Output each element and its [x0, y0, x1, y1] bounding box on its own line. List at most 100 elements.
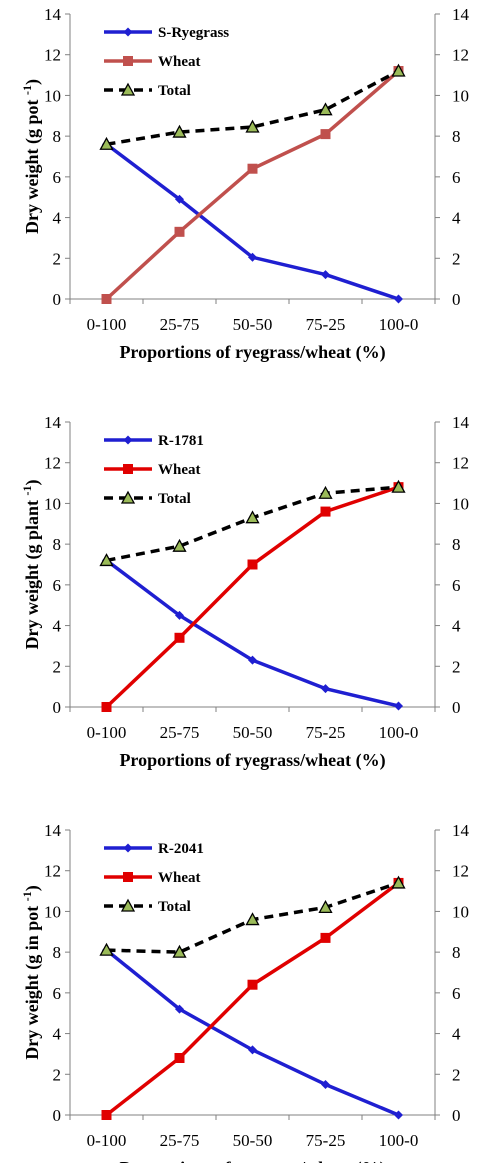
chart3-y-tick-label-left: 2 — [53, 1065, 62, 1084]
chart2-y-tick-label-left: 2 — [53, 657, 62, 676]
chart2-x-tick-label: 75-25 — [306, 723, 346, 742]
chart3-legend-marker — [123, 843, 133, 853]
chart-panel-2: 0 0 2 2 4 4 6 6 8 8 10 10 12 12 14 14 0-100 25-75 50-50 75-… — [20, 413, 470, 771]
chart3-legend-marker — [123, 872, 133, 882]
chart1-legend-marker — [123, 56, 133, 66]
chart1-data-point — [391, 63, 406, 77]
chart1-data-point — [321, 270, 330, 280]
chart3-y-tick-label-left: 12 — [44, 862, 61, 881]
chart2-data-point — [391, 479, 406, 493]
chart2-y-tick-label-left: 10 — [44, 494, 61, 513]
chart1-legend-label: Wheat — [158, 54, 201, 70]
chart2-data-point — [245, 510, 260, 524]
chart2-data-point — [175, 610, 184, 620]
chart1-y-tick-label-right: 12 — [452, 46, 469, 65]
chart2-data-point — [321, 684, 330, 694]
chart3-y-tick-label-left: 4 — [53, 1025, 62, 1044]
chart3-x-tick-label: 0-100 — [87, 1131, 127, 1150]
chart2-x-tick-label: 0-100 — [87, 723, 127, 742]
chart2-data-point — [172, 538, 187, 552]
chart2-y-tick-label-left: 12 — [44, 454, 61, 473]
chart1-y-tick-label-right: 2 — [452, 249, 461, 268]
chart2-y-tick-label-right: 12 — [452, 454, 469, 473]
chart1-data-point — [99, 136, 114, 150]
chart2-data-point — [248, 655, 257, 665]
chart1-legend: S-Ryegrass Wheat Total — [104, 25, 229, 99]
chart1-y-tick-label-right: 8 — [452, 127, 461, 146]
chart1-y-tick-label-left: 0 — [53, 290, 62, 309]
chart2-x-tick-label: 50-50 — [233, 723, 273, 742]
chart1-data-point — [394, 294, 403, 304]
chart3-data-point — [320, 932, 331, 943]
chart1-data-point — [320, 129, 331, 140]
chart3-y-tick-label-right: 6 — [452, 984, 461, 1003]
chart3-y-tick-label-left: 14 — [44, 821, 62, 840]
chart2-series-total — [99, 479, 406, 567]
chart1-y-tick-label-right: 6 — [452, 168, 461, 187]
chart2-y-tick-label-right: 10 — [452, 494, 469, 513]
chart3-y-tick-label-right: 14 — [452, 821, 470, 840]
chart1-data-point — [247, 163, 258, 174]
chart3-data-point — [99, 942, 114, 956]
chart2-y-tick-label-left: 4 — [53, 617, 62, 636]
chart3-data-point — [247, 979, 258, 990]
chart2-data-point — [247, 559, 258, 570]
chart3-y-tick-label-right: 2 — [452, 1065, 461, 1084]
chart1-data-point — [318, 102, 333, 116]
chart2-y-tick-label-left: 6 — [53, 576, 62, 595]
chart3-data-point — [174, 1053, 185, 1063]
chart2-legend-label: Wheat — [158, 462, 201, 478]
chart2-x-tick-label: 100-0 — [379, 723, 419, 742]
chart2-y-tick-label-right: 6 — [452, 576, 461, 595]
chart3-x-tick-label: 50-50 — [233, 1131, 273, 1150]
chart1-x-tick-label: 0-100 — [87, 315, 127, 334]
chart1-legend-marker — [120, 82, 136, 96]
chart1-y-tick-label-left: 12 — [44, 46, 61, 65]
chart2-legend: R-1781 Wheat Total — [104, 433, 204, 507]
chart2-x-axis-title: Proportions of ryegrass/wheat (%) — [119, 750, 385, 771]
chart1-y-tick-label-right: 4 — [452, 209, 461, 228]
chart1-x-axis-title: Proportions of ryegrass/wheat (%) — [119, 342, 385, 363]
chart1-y-tick-label-left: 8 — [53, 127, 62, 146]
chart1-legend-label: S-Ryegrass — [158, 25, 229, 41]
chart2-y-axis-title: Dry weight (g plant -1) — [20, 480, 43, 650]
chart3-data-point — [101, 1110, 112, 1120]
chart1-y-axis-title: Dry weight (g pot -1) — [20, 79, 43, 234]
chart2-data-point — [320, 506, 331, 517]
chart3-data-point — [175, 1004, 184, 1014]
chart3-data-point — [321, 1079, 330, 1089]
chart1-data-point — [101, 294, 112, 304]
chart3-y-tick-label-right: 10 — [452, 902, 469, 921]
chart3-data-point — [394, 1110, 403, 1120]
chart2-y-tick-label-right: 0 — [452, 698, 461, 717]
chart1-y-tick-label-right: 0 — [452, 290, 461, 309]
chart1-legend-marker — [123, 27, 133, 37]
chart3-legend-label: Total — [158, 899, 191, 915]
chart3-legend-label: R-2041 — [158, 841, 204, 857]
chart3-series-r-2041 — [102, 945, 403, 1120]
chart2-series-line — [105, 559, 399, 708]
chart2-data-point — [99, 553, 114, 567]
chart2-data-point — [394, 701, 403, 711]
chart1-x-tick-label: 25-75 — [160, 315, 200, 334]
chart3-data-point — [172, 944, 187, 958]
chart3-y-tick-label-left: 8 — [53, 943, 62, 962]
chart1-series-line — [106, 69, 400, 147]
chart3-y-tick-label-right: 0 — [452, 1106, 461, 1125]
chart3-legend-label: Wheat — [158, 870, 201, 886]
chart1-y-tick-label-left: 10 — [44, 86, 61, 105]
chart1-series-wheat — [101, 66, 404, 304]
chart1-series-line — [105, 69, 400, 301]
chart2-legend-label: R-1781 — [158, 433, 204, 449]
chart2-data-point — [101, 702, 112, 712]
chart3-y-tick-label-right: 8 — [452, 943, 461, 962]
chart3-y-axis-title: Dry weight (g in pot -1) — [20, 885, 43, 1060]
chart3-x-tick-label: 25-75 — [160, 1131, 200, 1150]
chart3-x-tick-label: 100-0 — [379, 1131, 419, 1150]
chart2-legend-marker — [123, 464, 133, 474]
chart-panel-1: 0 0 2 2 4 4 6 6 8 8 10 10 12 12 14 14 0-100 25-75 50-50 75-… — [20, 5, 470, 363]
chart3-data-point — [391, 875, 406, 889]
chart2-y-tick-label-right: 14 — [452, 413, 470, 432]
